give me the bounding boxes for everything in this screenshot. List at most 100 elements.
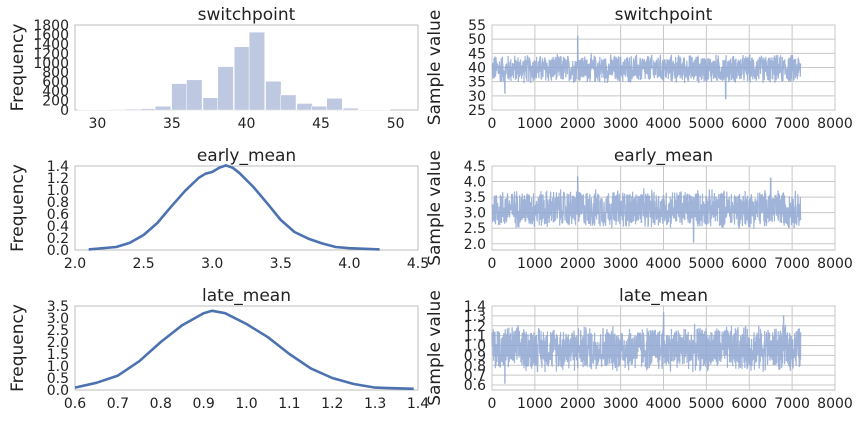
kde-early-panel: 2.0 2.5 3.0 3.5 4.0 4.5 0.00.20.40.60.81.01.21…	[8, 146, 429, 272]
density-line	[88, 164, 380, 251]
y-tick-label: 1.0	[47, 183, 69, 199]
hist-switchpoint-panel: 30 35 40 45 50 020040060080010001200140016001…	[8, 5, 419, 132]
density-line	[74, 309, 414, 391]
y-axis-label: Frequency	[8, 164, 28, 252]
chart-title: switchpoint	[615, 5, 713, 25]
histogram-bar	[202, 97, 219, 111]
x-tick-label: 2.0	[64, 256, 86, 272]
histogram-bar	[123, 108, 140, 111]
kde-late-panel: 0.6 0.7 0.8 0.9 1.0 1.1 1.2 1.3 1.40.00.51.01.52…	[8, 286, 429, 412]
trace-line	[491, 176, 802, 243]
x-tick-label: 2000	[560, 256, 596, 272]
y-tick-label: 0.9	[464, 348, 486, 364]
x-tick-label: 0	[488, 116, 497, 132]
histogram-bar	[280, 94, 297, 111]
y-tick-label: 1800	[33, 18, 69, 34]
x-tick-label: 0.7	[107, 396, 129, 412]
y-tick-label: 1.5	[47, 347, 69, 363]
chart-title: switchpoint	[198, 5, 296, 25]
x-tick-label: 0.6	[64, 396, 86, 412]
x-tick-label: 3.5	[270, 256, 292, 272]
y-tick-label: 1200	[33, 46, 69, 62]
x-tick-label: 4.5	[407, 256, 429, 272]
histogram-bar	[311, 105, 328, 111]
x-tick-label: 8000	[817, 256, 853, 272]
y-tick-label: 1.0	[47, 359, 69, 375]
y-tick-label: 25	[468, 103, 486, 119]
x-tick-label: 3000	[603, 256, 639, 272]
y-axis-label: Sample value	[425, 150, 445, 266]
y-tick-label: 40	[468, 61, 486, 77]
histogram-bar	[248, 31, 266, 111]
y-tick-label: 0.8	[47, 195, 69, 211]
x-tick-label: 8000	[817, 396, 853, 412]
histogram-bar	[171, 83, 188, 111]
y-tick-label: 1400	[33, 37, 69, 53]
y-tick-label: 3.0	[464, 206, 486, 222]
histogram-bar	[233, 46, 251, 111]
x-tick-label: 3.0	[201, 256, 223, 272]
x-tick-label: 4000	[646, 256, 682, 272]
x-tick-label: 7000	[774, 116, 810, 132]
x-tick-label: 1.1	[278, 396, 300, 412]
y-tick-label: 0.6	[47, 207, 69, 223]
x-tick-label: 8000	[817, 116, 853, 132]
y-tick-label: 0.6	[464, 378, 486, 394]
y-tick-label: 2.0	[464, 237, 486, 253]
x-tick-label: 2.5	[132, 256, 154, 272]
y-tick-label: 4.0	[464, 175, 486, 191]
trace-line	[491, 35, 802, 100]
y-tick-label: 0.2	[47, 231, 69, 247]
x-tick-label: 5000	[689, 116, 725, 132]
x-tick-label: 4000	[646, 116, 682, 132]
y-tick-label: 1.0	[464, 339, 486, 355]
y-tick-label: 0.5	[47, 371, 69, 387]
y-tick-label: 2.5	[464, 221, 486, 237]
x-tick-label: 50	[387, 116, 405, 132]
x-tick-label: 7000	[774, 256, 810, 272]
y-tick-label: 1.4	[47, 159, 69, 175]
y-tick-label: 0.8	[464, 358, 486, 374]
y-tick-label: 200	[42, 94, 69, 110]
x-tick-label: 6000	[731, 256, 767, 272]
chart-title: late_mean	[619, 286, 708, 306]
histogram-bar	[186, 79, 203, 111]
y-tick-label: 50	[468, 32, 486, 48]
chart-title: early_mean	[197, 146, 296, 166]
x-tick-label: 0	[488, 396, 497, 412]
x-tick-label: 2000	[560, 116, 596, 132]
histogram-bar	[265, 80, 282, 111]
y-tick-label: 400	[42, 84, 69, 100]
y-tick-label: 30	[468, 89, 486, 105]
y-tick-label: 3.5	[47, 299, 69, 315]
x-tick-label: 0.9	[192, 396, 214, 412]
y-tick-label: 45	[468, 46, 486, 62]
x-tick-label: 6000	[731, 396, 767, 412]
y-tick-label: 2.0	[47, 335, 69, 351]
x-tick-label: 0	[488, 256, 497, 272]
y-tick-label: 0.0	[47, 243, 69, 259]
x-tick-label: 1.4	[407, 396, 429, 412]
y-tick-label: 0.7	[464, 368, 486, 384]
y-tick-label: 1.4	[464, 299, 486, 315]
y-tick-label: 1.3	[464, 309, 486, 325]
y-tick-label: 1.2	[47, 171, 69, 187]
chart-title: early_mean	[614, 146, 713, 166]
y-tick-label: 1000	[33, 56, 69, 72]
y-tick-label: 55	[468, 18, 486, 34]
x-tick-label: 45	[312, 116, 330, 132]
histogram-bar	[108, 108, 125, 111]
y-tick-label: 800	[42, 65, 69, 81]
x-tick-label: 1.0	[235, 396, 257, 412]
y-tick-label: 0.4	[47, 219, 69, 235]
histogram-bar	[154, 105, 172, 111]
y-tick-label: 3.5	[464, 190, 486, 206]
y-tick-label: 1.2	[464, 319, 486, 335]
x-tick-label: 2000	[560, 396, 596, 412]
x-tick-label: 1.3	[364, 396, 386, 412]
y-axis-label: Frequency	[8, 304, 28, 392]
y-tick-label: 2.5	[47, 323, 69, 339]
histogram-bar	[326, 97, 343, 111]
kde-late-plot-area	[74, 305, 419, 391]
x-tick-label: 3000	[603, 396, 639, 412]
